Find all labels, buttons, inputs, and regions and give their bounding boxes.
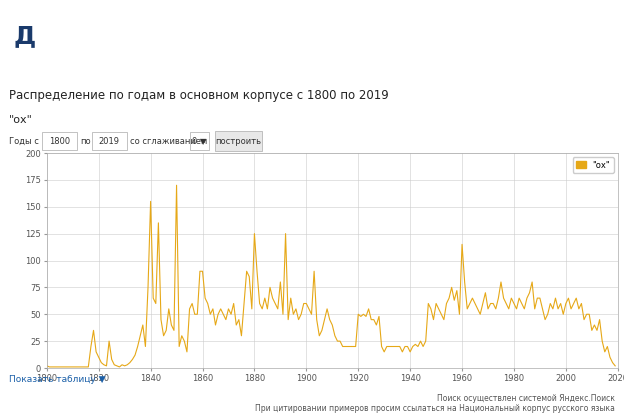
FancyBboxPatch shape <box>42 132 77 150</box>
FancyBboxPatch shape <box>92 132 127 150</box>
Text: ЯЗЫКА: ЯЗЫКА <box>66 55 111 65</box>
Legend: "ох": "ох" <box>573 157 613 173</box>
Text: построить: построить <box>215 137 261 146</box>
Text: НАЦИОНАЛЬНЫЙ КОРПУС: НАЦИОНАЛЬНЫЙ КОРПУС <box>66 18 150 24</box>
Text: по: по <box>80 137 90 146</box>
Text: Распределение по годам в основном корпусе с 1800 по 2019: Распределение по годам в основном корпус… <box>9 89 389 102</box>
Text: Годы с: Годы с <box>9 137 39 146</box>
FancyBboxPatch shape <box>190 132 209 150</box>
Text: РУССКОГО: РУССКОГО <box>66 34 134 44</box>
Text: Д: Д <box>14 24 36 48</box>
Text: При цитировании примеров просим ссылаться на Национальный корпус русского языка: При цитировании примеров просим ссылатьс… <box>255 404 615 413</box>
Text: Показать таблицу ▼: Показать таблицу ▼ <box>9 374 106 383</box>
Text: 2019: 2019 <box>99 137 120 146</box>
Text: 0 ▼: 0 ▼ <box>192 137 207 146</box>
Text: 1800: 1800 <box>49 137 70 146</box>
Text: со сглаживанием: со сглаживанием <box>130 137 207 146</box>
Bar <box>3 4 50 71</box>
Text: "ох": "ох" <box>9 115 33 125</box>
FancyBboxPatch shape <box>215 131 262 151</box>
Text: Поиск осуществлен системой Яндекс.Поиск: Поиск осуществлен системой Яндекс.Поиск <box>437 394 615 403</box>
